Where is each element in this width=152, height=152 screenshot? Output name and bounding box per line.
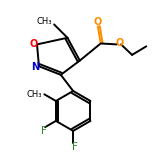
Text: O: O bbox=[115, 38, 123, 48]
Text: F: F bbox=[72, 142, 78, 152]
Text: F: F bbox=[41, 126, 47, 136]
Text: CH₃: CH₃ bbox=[27, 90, 42, 99]
Text: CH₃: CH₃ bbox=[37, 17, 52, 26]
Text: O: O bbox=[29, 39, 38, 49]
Text: O: O bbox=[94, 17, 102, 27]
Text: N: N bbox=[31, 62, 40, 72]
